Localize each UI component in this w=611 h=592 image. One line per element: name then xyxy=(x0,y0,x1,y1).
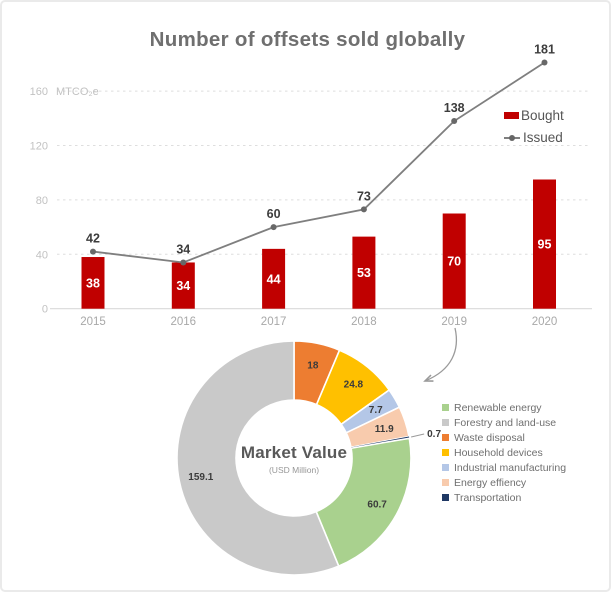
y-tick-label: 0 xyxy=(42,304,48,316)
legend-item-bought: Bought xyxy=(504,108,564,123)
x-tick-label: 2017 xyxy=(261,316,287,328)
bar-value-label: 44 xyxy=(267,272,281,286)
market-value-title: Market Value xyxy=(240,443,348,462)
donut-slice-energy-effiency xyxy=(345,406,410,449)
y-tick-label: 160 xyxy=(30,86,48,98)
market-value-subtitle: (USD Million) xyxy=(268,465,320,475)
x-tick-label: 2019 xyxy=(441,316,467,328)
legend-label-bought: Bought xyxy=(521,108,564,123)
x-tick-label: 2015 xyxy=(80,316,106,328)
legend-swatch-icon xyxy=(442,434,449,441)
slice-value-label: 60.7 xyxy=(367,499,387,510)
legend-label: Forestry and land-use xyxy=(454,416,557,429)
line-marker xyxy=(360,206,367,213)
line-value-label: 42 xyxy=(86,232,100,246)
slice-value-label: 24.8 xyxy=(344,379,364,390)
bought-swatch-icon xyxy=(504,112,519,119)
legend-label: Energy effiency xyxy=(454,476,527,489)
bar-2015 xyxy=(81,257,105,309)
donut-slice-renewable-energy xyxy=(315,437,412,568)
donut-slice-forestry-and-land-use xyxy=(176,340,340,576)
legend-label: Transportation xyxy=(454,491,522,504)
chart-title: Number of offsets sold globally xyxy=(149,28,466,51)
slice-value-label: 11.9 xyxy=(375,424,394,435)
bar-2016 xyxy=(171,262,195,309)
combo-legend: Bought Issued xyxy=(504,108,564,152)
x-tick-label: 2016 xyxy=(171,316,197,328)
x-tick-label: 2018 xyxy=(351,316,377,328)
legend-swatch-icon xyxy=(442,479,449,486)
legend-item-issued: Issued xyxy=(504,130,564,145)
legend-label: Renewable energy xyxy=(454,401,542,414)
line-marker xyxy=(180,259,187,266)
x-tick-label: 2020 xyxy=(532,316,558,328)
bar-value-label: 34 xyxy=(176,279,190,293)
y-axis-unit-label: MTCO₂e xyxy=(56,86,99,98)
bar-2017 xyxy=(262,248,286,309)
bar-value-label: 70 xyxy=(447,255,461,269)
y-tick-label: 40 xyxy=(36,249,48,261)
donut-legend-item: Renewable energy xyxy=(442,400,566,415)
donut-legend-item: Forestry and land-use xyxy=(442,415,566,430)
donut-legend-item: Household devices xyxy=(442,445,566,460)
legend-label-issued: Issued xyxy=(523,130,563,145)
line-value-label: 60 xyxy=(267,207,281,221)
donut-legend: Renewable energy Forestry and land-use Was… xyxy=(442,400,566,505)
line-value-label: 34 xyxy=(176,242,190,256)
legend-swatch-icon xyxy=(442,494,449,501)
legend-swatch-icon xyxy=(442,464,449,471)
line-marker xyxy=(270,224,277,231)
bar-value-label: 38 xyxy=(86,276,100,290)
line-marker xyxy=(541,59,548,66)
line-value-label: 138 xyxy=(444,101,465,115)
donut-legend-item: Industrial manufacturing xyxy=(442,460,566,475)
legend-label: Waste disposal xyxy=(454,431,525,444)
bar-2018 xyxy=(352,236,376,309)
donut-legend-item: Waste disposal xyxy=(442,430,566,445)
slice-value-label: 7.7 xyxy=(369,405,383,416)
combo-chart: 0 40 80 120 160 MTCO₂e 38 34 44 53 70 95 42 34 60 73 138… xyxy=(30,43,592,328)
bar-2020 xyxy=(533,179,556,309)
issued-line-series xyxy=(92,61,545,264)
line-marker xyxy=(90,248,96,255)
curved-arrow-icon xyxy=(397,327,457,392)
y-tick-label: 120 xyxy=(30,141,48,153)
issued-line-icon xyxy=(504,134,520,141)
slice-value-label: 159.1 xyxy=(188,472,213,483)
legend-label: Industrial manufacturing xyxy=(454,461,567,474)
donut-legend-item: Transportation xyxy=(442,490,566,505)
slice-value-label: 0.7 xyxy=(427,429,441,440)
donut-chart: 18 24.8 7.7 11.9 0.7 60.7 159.1 xyxy=(176,340,441,576)
line-value-label: 181 xyxy=(534,43,555,57)
bar-value-label: 53 xyxy=(357,266,371,280)
legend-swatch-icon xyxy=(442,419,449,426)
line-value-label: 73 xyxy=(357,189,371,203)
donut-center-label: Market Value (USD Million) xyxy=(224,443,364,475)
donut-legend-item: Energy effiency xyxy=(442,475,566,490)
label-leader-line xyxy=(411,433,425,438)
bar-value-label: 95 xyxy=(538,238,552,252)
legend-label: Household devices xyxy=(454,446,543,459)
line-marker xyxy=(451,118,458,125)
legend-swatch-icon xyxy=(442,404,449,411)
legend-swatch-icon xyxy=(442,449,449,456)
slice-value-label: 18 xyxy=(307,360,319,371)
y-tick-label: 80 xyxy=(36,195,48,207)
bar-2019 xyxy=(442,213,466,309)
